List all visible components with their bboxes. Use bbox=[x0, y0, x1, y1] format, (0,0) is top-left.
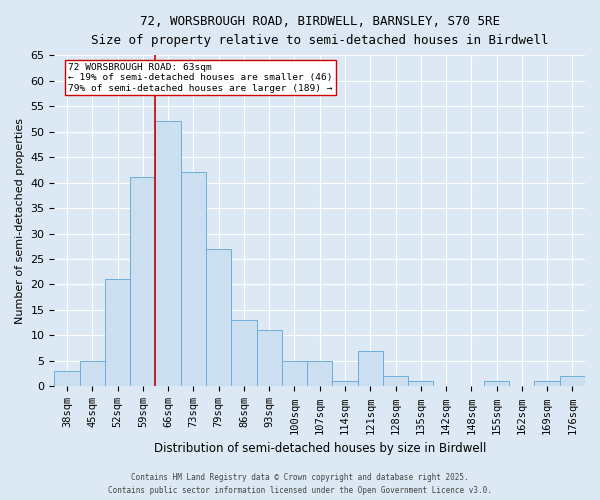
Y-axis label: Number of semi-detached properties: Number of semi-detached properties bbox=[15, 118, 25, 324]
Bar bbox=[257, 330, 282, 386]
Bar bbox=[80, 361, 105, 386]
Bar bbox=[130, 178, 155, 386]
Text: 72 WORSBROUGH ROAD: 63sqm
← 19% of semi-detached houses are smaller (46)
79% of : 72 WORSBROUGH ROAD: 63sqm ← 19% of semi-… bbox=[68, 63, 333, 92]
X-axis label: Distribution of semi-detached houses by size in Birdwell: Distribution of semi-detached houses by … bbox=[154, 442, 486, 455]
Bar bbox=[155, 122, 181, 386]
Bar bbox=[307, 361, 332, 386]
Text: Contains HM Land Registry data © Crown copyright and database right 2025.
Contai: Contains HM Land Registry data © Crown c… bbox=[108, 474, 492, 495]
Bar bbox=[383, 376, 408, 386]
Bar bbox=[282, 361, 307, 386]
Bar bbox=[535, 382, 560, 386]
Bar bbox=[105, 280, 130, 386]
Bar bbox=[408, 382, 433, 386]
Bar bbox=[206, 249, 231, 386]
Bar bbox=[484, 382, 509, 386]
Title: 72, WORSBROUGH ROAD, BIRDWELL, BARNSLEY, S70 5RE
Size of property relative to se: 72, WORSBROUGH ROAD, BIRDWELL, BARNSLEY,… bbox=[91, 15, 548, 47]
Bar bbox=[560, 376, 585, 386]
Bar bbox=[358, 351, 383, 386]
Bar bbox=[55, 371, 80, 386]
Bar bbox=[181, 172, 206, 386]
Bar bbox=[231, 320, 257, 386]
Bar bbox=[332, 382, 358, 386]
